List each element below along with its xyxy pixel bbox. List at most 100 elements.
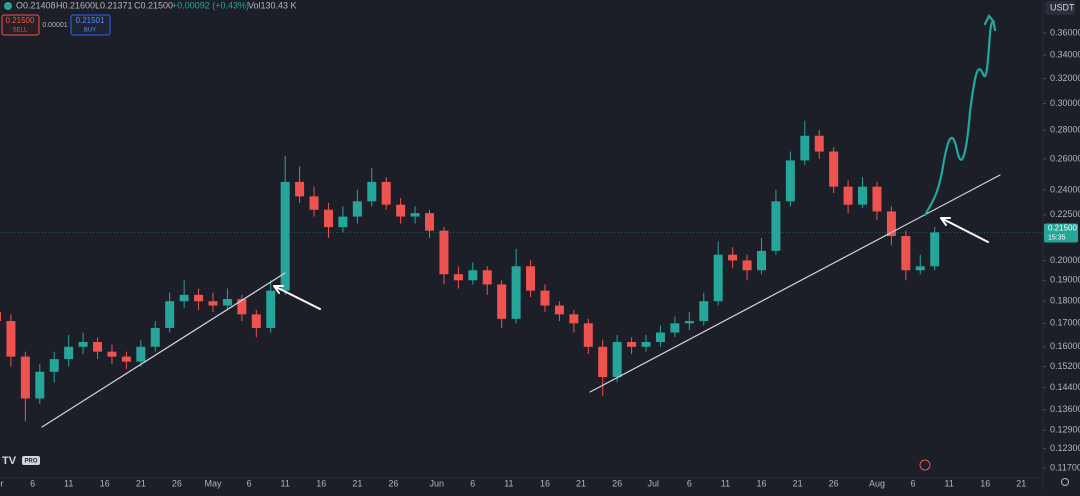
logo-badge: PRO — [24, 459, 37, 465]
last-price-label: 0.21500 — [1048, 224, 1077, 233]
candle-body — [381, 181, 391, 205]
candle-body — [641, 342, 651, 347]
candle-body — [655, 332, 665, 343]
event-icon[interactable] — [919, 459, 931, 471]
y-tick-label: 0.32000 — [1050, 73, 1080, 83]
ohlc-high: H0.21600 — [56, 0, 95, 10]
y-tick-label: 0.11700 — [1050, 462, 1080, 472]
candle-body — [35, 371, 45, 399]
status-dot — [4, 2, 12, 10]
last-price-tag — [1044, 223, 1078, 243]
y-tick-label: 0.15200 — [1050, 361, 1080, 371]
x-tick-label: May — [204, 478, 222, 488]
candle-body — [713, 254, 723, 302]
candle-body — [554, 305, 564, 315]
y-tick-label: 0.28000 — [1050, 125, 1080, 135]
candle-body — [540, 290, 550, 306]
candle-body — [64, 346, 74, 360]
y-tick-label: 0.22500 — [1050, 209, 1080, 219]
candle-body — [107, 351, 117, 357]
candle-body — [410, 213, 420, 217]
candle-body — [208, 301, 218, 306]
arrow — [273, 285, 321, 310]
x-tick-label: 16 — [980, 478, 990, 488]
currency-button[interactable] — [1045, 1, 1075, 15]
candle-body — [583, 323, 593, 347]
candle-body — [930, 232, 940, 267]
candle-body — [872, 186, 882, 212]
candle-body — [612, 342, 622, 377]
candle-body — [627, 342, 637, 347]
y-tick-label: 0.30000 — [1050, 98, 1080, 108]
x-tick-label: Jun — [429, 478, 444, 488]
buy-price[interactable]: 0.21501 — [76, 16, 105, 25]
candle-body — [425, 213, 435, 231]
candle-body — [728, 254, 738, 261]
candle-body — [814, 135, 824, 152]
x-tick-label: 16 — [540, 478, 550, 488]
candle-body — [309, 196, 319, 210]
candle-body — [785, 160, 795, 202]
candle-body — [439, 230, 449, 275]
y-tick-label: 0.12900 — [1050, 425, 1080, 435]
volume: Vol130.43 K — [248, 0, 297, 10]
y-tick-label: 0.20000 — [1050, 255, 1080, 265]
ohlc-open: O0.21408 — [16, 0, 56, 10]
sell-button[interactable] — [1, 14, 40, 36]
candle-body — [338, 216, 348, 228]
y-tick-label: 0.16000 — [1050, 341, 1080, 351]
candle-body — [136, 346, 146, 362]
y-tick-label: 0.17000 — [1050, 318, 1080, 328]
ohlc-low: L0.21371 — [95, 0, 133, 10]
candle-body — [742, 260, 752, 271]
candle-body — [453, 274, 463, 281]
candle-body — [771, 201, 781, 251]
x-tick-label: 26 — [612, 478, 622, 488]
sell-price[interactable]: 0.21500 — [6, 16, 35, 25]
y-tick-label: 0.36000 — [1050, 27, 1080, 37]
candle-body — [251, 314, 261, 328]
x-tick-label: 21 — [352, 478, 362, 488]
x-tick-label: 6 — [470, 478, 475, 488]
x-tick-label: 6 — [30, 478, 35, 488]
x-tick-label: 6 — [247, 478, 252, 488]
candle-body — [915, 266, 925, 271]
candle-body — [800, 135, 810, 161]
currency[interactable]: USDT — [1050, 2, 1075, 12]
settings-icon[interactable] — [1061, 478, 1069, 486]
candle-body — [699, 301, 709, 322]
y-tick-label: 0.34000 — [1050, 49, 1080, 59]
x-tick-label: 26 — [829, 478, 839, 488]
candle-body — [93, 342, 103, 352]
y-tick-label: 0.14400 — [1050, 382, 1080, 392]
x-tick-label: 16 — [756, 478, 766, 488]
x-tick-label: 11 — [721, 478, 730, 488]
candle-body — [829, 151, 839, 187]
x-tick-label: Jul — [647, 478, 659, 488]
candle-body — [526, 266, 536, 291]
buy-label[interactable]: BUY — [84, 28, 96, 34]
logo-badge-bg — [22, 456, 40, 465]
x-tick-label: 16 — [316, 478, 326, 488]
sell-label[interactable]: SELL — [13, 28, 28, 34]
toolbar: O0.21408 H0.21600 L0.21371 C0.21500 +0.0… — [1, 0, 1075, 486]
y-tick-label: 0.18000 — [1050, 296, 1080, 306]
buy-button[interactable] — [70, 14, 111, 36]
candle-body — [49, 359, 59, 372]
x-tick-label: 21 — [793, 478, 803, 488]
x-tick-label: 11 — [64, 478, 73, 488]
candle-body — [266, 290, 276, 328]
y-tick-label: 0.26000 — [1050, 153, 1080, 163]
candle-body — [179, 294, 189, 302]
candle-body — [511, 266, 521, 319]
candle-body — [569, 314, 579, 324]
y-tick-label: 0.12300 — [1050, 443, 1080, 453]
candle-body — [396, 204, 406, 217]
x-tick-label: Aug — [869, 478, 885, 488]
ohlc-close: C0.21500 — [134, 0, 173, 10]
candle-body — [165, 301, 175, 328]
drawings — [41, 14, 1001, 428]
x-tick-label: 26 — [172, 478, 182, 488]
candle-body — [150, 327, 160, 347]
